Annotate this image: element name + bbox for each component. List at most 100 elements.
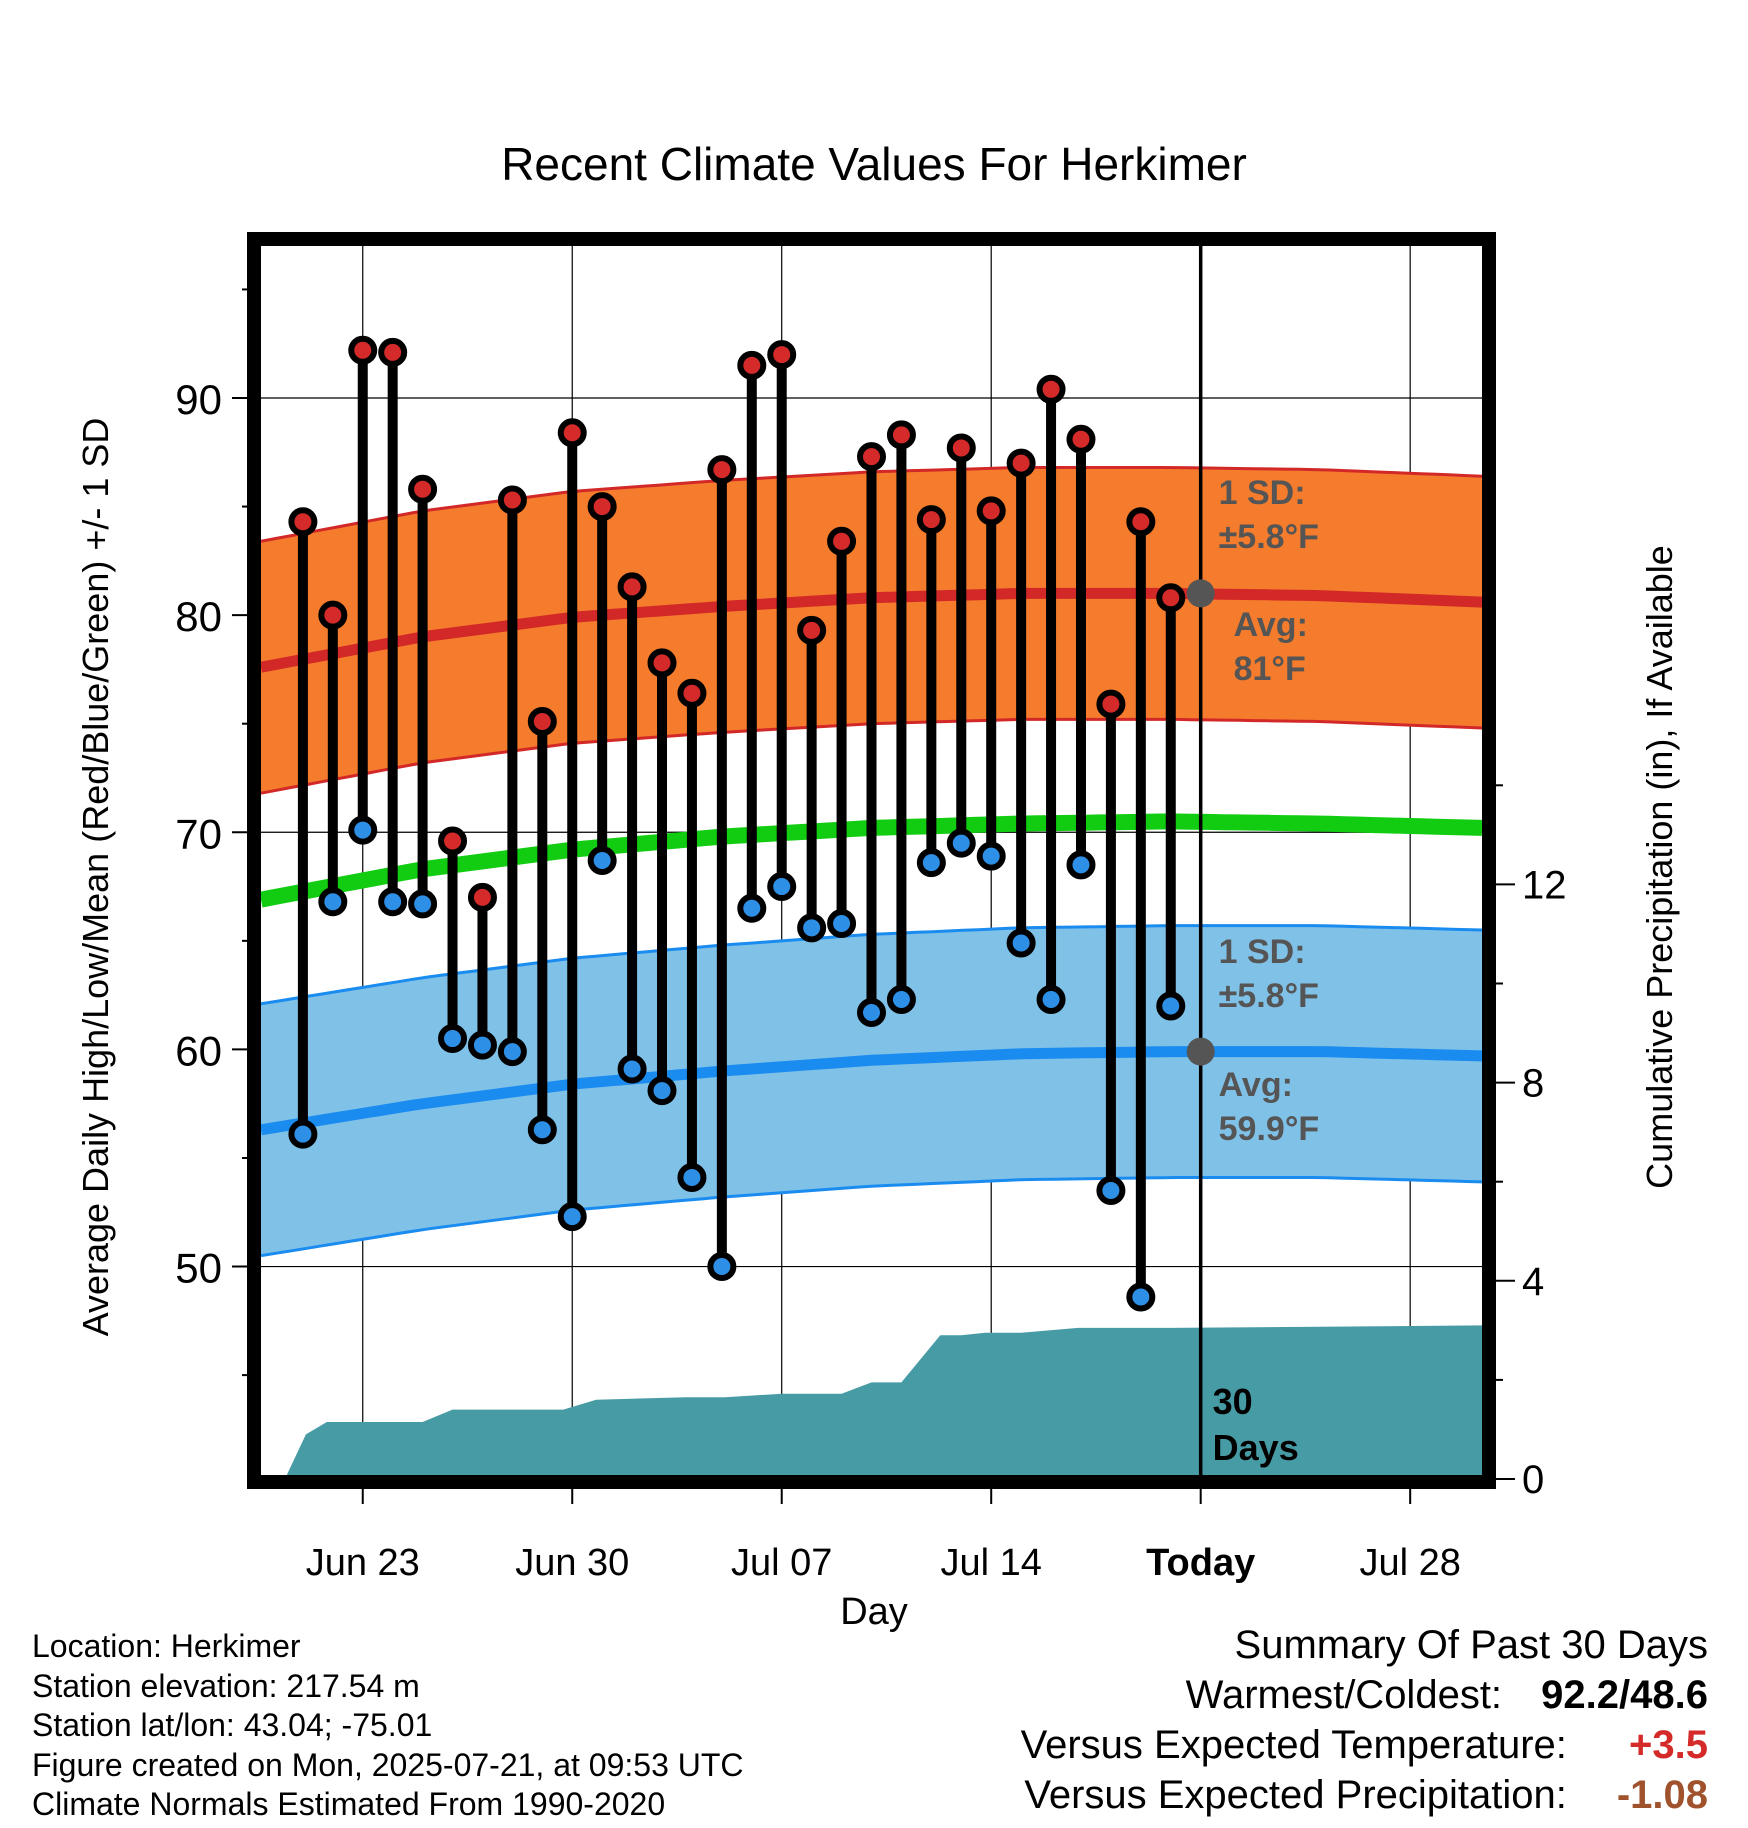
summary-panel: Summary Of Past 30 Days Warmest/Coldest:…: [1021, 1620, 1708, 1820]
high-point: [1006, 448, 1036, 478]
low-point: [677, 1163, 707, 1193]
y2-tick-label: 8: [1522, 1062, 1544, 1106]
y2-tick-label: 4: [1522, 1260, 1544, 1304]
high-point: [857, 442, 886, 472]
y-tick-label: 80: [175, 593, 222, 640]
low-sd-label: 1 SD:: [1219, 933, 1306, 971]
low-point: [1036, 984, 1066, 1014]
high-point: [737, 350, 767, 380]
plot-border: [247, 232, 1496, 1489]
chart-title: Recent Climate Values For Herkimer: [501, 138, 1247, 190]
high-avg-label: Avg:: [1234, 606, 1308, 644]
y2-axis-label: Cumulative Precipitation (in), If Availa…: [1639, 545, 1680, 1189]
low-point: [1156, 991, 1186, 1021]
x-axis-label: Day: [840, 1591, 908, 1633]
high-point: [1156, 583, 1186, 613]
y-tick-label: 70: [175, 810, 222, 857]
days-label-text: Days: [1213, 1427, 1299, 1468]
low-point: [318, 887, 348, 917]
high-sd-value: ±5.8°F: [1219, 518, 1319, 556]
low-point: [827, 908, 857, 938]
temp-vs-expected-value: +3.5: [1629, 1723, 1708, 1767]
high-point: [467, 882, 497, 912]
normal-low-line: [261, 1046, 1482, 1136]
x-tick-label: Jun 30: [515, 1542, 629, 1584]
high-point: [527, 707, 557, 737]
low-point: [378, 887, 408, 917]
low-avg-value: 59.9°F: [1219, 1110, 1320, 1148]
low-point: [767, 872, 797, 902]
high-point: [1066, 424, 1096, 454]
high-point: [348, 335, 378, 365]
high-point: [497, 485, 527, 515]
high-point: [587, 492, 617, 522]
low-point: [497, 1037, 527, 1067]
y2-tick-label: 0: [1522, 1458, 1544, 1502]
low-point: [617, 1054, 647, 1084]
precip-vs-expected-value: -1.08: [1616, 1773, 1708, 1817]
y-axis-label: Average Daily High/Low/Mean (Red/Blue/Gr…: [75, 418, 116, 1337]
high-point: [408, 474, 438, 504]
low-point: [976, 841, 1006, 871]
y-tick-label: 90: [175, 376, 222, 423]
high-point: [707, 455, 737, 485]
low-point: [438, 1024, 468, 1054]
low-point: [857, 997, 886, 1027]
low-point: [557, 1202, 587, 1232]
high-point: [378, 337, 408, 367]
high-point: [946, 433, 976, 463]
low-point: [1066, 850, 1096, 880]
high-point: [288, 507, 318, 537]
low-point: [587, 846, 617, 875]
high-point: [797, 615, 827, 645]
plot-area: 1 SD: ±5.8°F Avg: 81°F 1 SD: ±5.8°F Avg: 59.9°F…: [175, 232, 1567, 1584]
x-tick-label: Jul 07: [731, 1542, 832, 1584]
y-tick-label: 60: [175, 1027, 222, 1074]
low-point: [408, 889, 438, 919]
precip-vs-expected-label: Versus Expected Precipitation:: [1024, 1773, 1567, 1817]
low-point: [737, 893, 767, 923]
low-sd-value: ±5.8°F: [1219, 977, 1319, 1015]
low-point: [946, 828, 976, 858]
low-point: [647, 1076, 677, 1106]
low-avg-marker: [1186, 1037, 1215, 1066]
high-point: [827, 526, 857, 556]
x-tick-label: Jul 14: [941, 1542, 1042, 1584]
low-point: [1096, 1176, 1126, 1206]
high-point: [1126, 507, 1156, 537]
x-tick-label: Today: [1146, 1542, 1255, 1584]
high-sd-label: 1 SD:: [1219, 474, 1306, 512]
low-point: [1126, 1282, 1156, 1312]
warmest-label: Warmest/Coldest:: [1185, 1673, 1503, 1717]
low-point: [527, 1115, 557, 1145]
low-point: [707, 1252, 737, 1282]
warmest-value: 92.2/48.6: [1541, 1673, 1708, 1717]
high-point: [886, 420, 916, 450]
x-tick-label: Jun 23: [306, 1542, 420, 1584]
high-avg-value: 81°F: [1234, 650, 1306, 688]
low-point: [288, 1119, 318, 1149]
x-tick-label: Jul 28: [1359, 1542, 1460, 1584]
low-point: [797, 913, 827, 943]
low-point: [916, 848, 946, 878]
high-point: [647, 648, 677, 678]
location-text: Location: Herkimer: [32, 1628, 301, 1664]
low-point: [1006, 928, 1036, 958]
high-point: [976, 496, 1006, 526]
low-avg-label: Avg:: [1219, 1066, 1293, 1104]
low-point: [348, 815, 378, 845]
days-label-number: 30: [1213, 1381, 1253, 1422]
station-info: Location: Herkimer Station elevation: 21…: [32, 1627, 744, 1825]
low-sd-band-lower-edge: [261, 1176, 1482, 1258]
plot-clip-group: [261, 246, 1482, 1475]
latlon-text: Station lat/lon: 43.04; -75.01: [32, 1707, 433, 1743]
y2-tick-label: 12: [1522, 863, 1567, 907]
high-point: [1096, 689, 1126, 719]
high-point: [557, 418, 587, 448]
low-point: [467, 1030, 497, 1060]
precip-area: [286, 1325, 1482, 1475]
high-point: [617, 572, 647, 602]
high-point: [438, 826, 468, 856]
created-text: Figure created on Mon, 2025-07-21, at 09…: [32, 1746, 744, 1783]
